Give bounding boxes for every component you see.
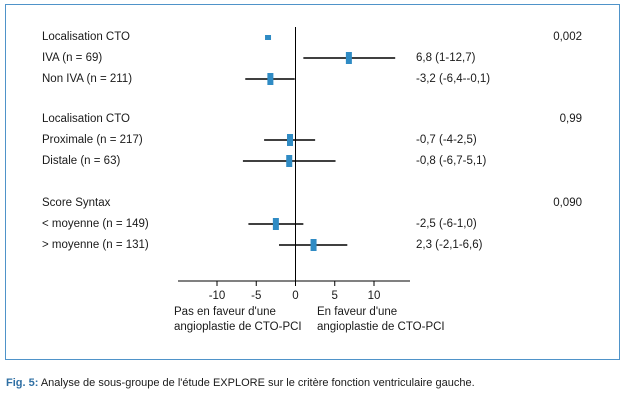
row-label-1-1: Distale (n = 63) (42, 155, 120, 167)
group-header-2: Score Syntax (42, 197, 111, 209)
p-value-2: 0,090 (553, 197, 582, 209)
favor-left-line-2: angioplastie de CTO-PCI (174, 321, 302, 333)
favor-right-label: En faveur d'une angioplastie de CTO-PCI (317, 305, 445, 335)
ci-text-0-0: 6,8 (1-12,7) (416, 52, 476, 64)
favor-left-line-1: Pas en faveur d'une (174, 306, 276, 318)
group-header-0: Localisation CTO (42, 31, 130, 43)
caption-label: Fig. 5: (6, 377, 39, 389)
x-tick-label-1: -5 (251, 290, 261, 302)
estimate-marker-2-0 (272, 218, 279, 230)
x-tick-label-2: 0 (292, 290, 298, 302)
estimate-marker-1-1 (286, 155, 293, 167)
favor-right-line-1: En faveur d'une (317, 306, 398, 318)
favor-left-label: Pas en faveur d'une angioplastie de CTO-… (174, 305, 302, 335)
row-label-1-0: Proximale (n = 217) (42, 134, 143, 146)
caption-text: Analyse de sous-groupe de l'étude EXPLOR… (38, 377, 475, 389)
estimate-marker-1-0 (287, 134, 294, 146)
p-value-0: 0,002 (553, 31, 582, 43)
ci-text-2-1: 2,3 (-2,1-6,6) (416, 239, 483, 251)
row-label-2-1: > moyenne (n = 131) (42, 239, 149, 251)
x-tick-label-0: -10 (209, 290, 226, 302)
ci-text-2-0: -2,5 (-6-1,0) (416, 218, 477, 230)
x-tick-label-4: 10 (368, 290, 381, 302)
figure-frame (5, 4, 620, 360)
ci-text-1-1: -0,8 (-6,7-5,1) (416, 155, 486, 167)
group-header-1: Localisation CTO (42, 113, 130, 125)
x-tick-label-3: 5 (332, 290, 338, 302)
row-label-0-1: Non IVA (n = 211) (42, 73, 132, 85)
ci-text-0-1: -3,2 (-6,4--0,1) (416, 73, 490, 85)
estimate-marker-2-1 (310, 239, 317, 251)
row-label-2-0: < moyenne (n = 149) (42, 218, 149, 230)
estimate-marker-0-1 (267, 73, 274, 85)
figure-caption: Fig. 5: Analyse de sous-groupe de l'étud… (6, 377, 475, 389)
favor-right-line-2: angioplastie de CTO-PCI (317, 321, 445, 333)
row-label-0-0: IVA (n = 69) (42, 52, 102, 64)
p-value-1: 0,99 (560, 113, 582, 125)
group-marker-0 (265, 35, 272, 40)
estimate-marker-0-0 (345, 52, 352, 64)
ci-text-1-0: -0,7 (-4-2,5) (416, 134, 477, 146)
